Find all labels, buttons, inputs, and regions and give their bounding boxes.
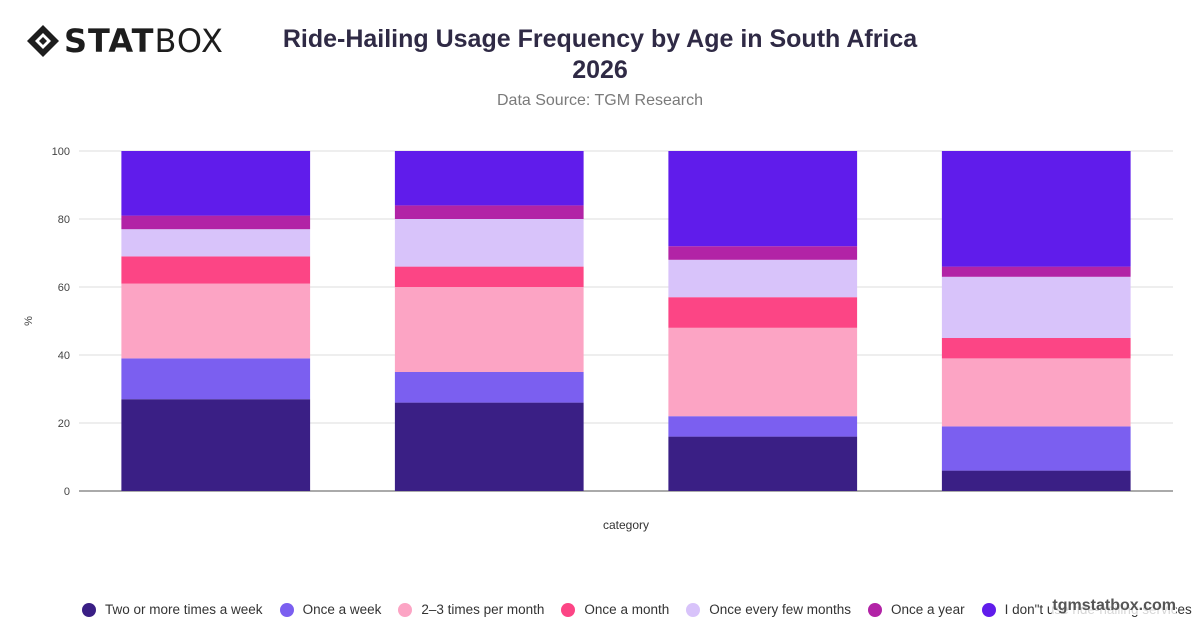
chart-title-line1: Ride-Hailing Usage Frequency by Age in S… (282, 25, 918, 53)
chart-subtitle: Data Source: TGM Research (496, 92, 703, 109)
legend-swatch (398, 602, 413, 617)
legend-item[interactable]: Once a year (868, 602, 965, 617)
bar-segment-cat1-series3 (121, 283, 311, 359)
brand-logo: STAT BOX (26, 22, 224, 60)
legend-swatch (82, 602, 96, 617)
bar-segment-cat3-series5 (668, 259, 858, 298)
brand-wordmark: STAT BOX (64, 22, 224, 60)
y-tick-label: 60 (58, 282, 70, 294)
brand-word-stat: STAT (64, 22, 155, 60)
chart-legend: Two or more times a week Once a week 2–3 t… (82, 602, 1200, 617)
bar-segment-cat4-series5 (941, 276, 1131, 338)
chart-title-line2: 2026 (572, 56, 628, 84)
bar-segment-cat2-series3 (394, 287, 584, 372)
bar-segment-cat3-series6 (668, 246, 858, 260)
legend-item[interactable]: 2–3 times per month (398, 602, 544, 617)
legend-label: Once every few months (709, 602, 852, 617)
legend-label: 2–3 times per month (421, 602, 545, 617)
bar-segment-cat2-series5 (394, 219, 584, 267)
diamond-logo-icon (27, 25, 59, 57)
bar-segment-cat1-series1 (121, 399, 311, 491)
bar-segment-cat3-series1 (668, 436, 858, 491)
legend-swatch (981, 602, 996, 617)
bar-segment-cat2-series2 (394, 372, 584, 403)
legend-item[interactable]: Once a month (561, 602, 669, 617)
bar-segment-cat3-series4 (668, 297, 858, 328)
bar-segment-cat4-series1 (941, 470, 1131, 491)
bar-segment-cat4-series3 (941, 358, 1131, 427)
legend-label: Once a month (584, 602, 670, 617)
chart-title: Ride-Hailing Usage Frequency by Age in S… (200, 24, 1000, 86)
bar-segment-cat4-series7 (941, 151, 1131, 267)
bar-segment-cat1-series6 (121, 215, 311, 230)
bar-segment-cat3-series2 (668, 416, 858, 437)
bar-segment-cat2-series6 (394, 205, 584, 219)
legend-swatch (868, 602, 883, 617)
bar-segment-cat2-series7 (394, 151, 584, 206)
bar-segment-cat4-series2 (941, 426, 1131, 471)
brand-word-box: BOX (154, 22, 224, 60)
legend-item[interactable]: Two or more times a week (82, 602, 263, 617)
legend-label: Once a week (302, 602, 382, 617)
legend-label: Two or more times a week (105, 602, 263, 617)
bar-segment-cat1-series4 (121, 256, 311, 284)
bar-segment-cat2-series4 (394, 266, 584, 287)
y-tick-label: 100 (52, 146, 70, 158)
legend-swatch (561, 602, 576, 617)
bar-segment-cat3-series3 (668, 327, 858, 417)
bar-segment-cat1-series7 (121, 151, 311, 216)
legend-label: Once a year (891, 602, 965, 617)
legend-item[interactable]: Once every few months (686, 602, 851, 617)
y-tick-label: 80 (58, 214, 70, 226)
watermark: tgmstatbox.com (1052, 597, 1176, 615)
y-tick-label: 0 (64, 486, 70, 498)
legend-swatch (279, 602, 294, 617)
y-tick-label: 40 (58, 350, 70, 362)
y-axis-label: % (23, 316, 35, 326)
bar-segment-cat3-series7 (668, 151, 858, 247)
bar-segment-cat2-series1 (394, 402, 584, 491)
x-axis-label: category (603, 518, 649, 532)
y-tick-label: 20 (58, 418, 70, 430)
bar-segment-cat1-series5 (121, 229, 311, 257)
bar-segment-cat4-series4 (941, 338, 1131, 359)
legend-swatch (686, 602, 701, 617)
legend-item[interactable]: Once a week (279, 602, 382, 617)
bar-segment-cat1-series2 (121, 358, 311, 400)
bar-segment-cat4-series6 (941, 266, 1131, 277)
